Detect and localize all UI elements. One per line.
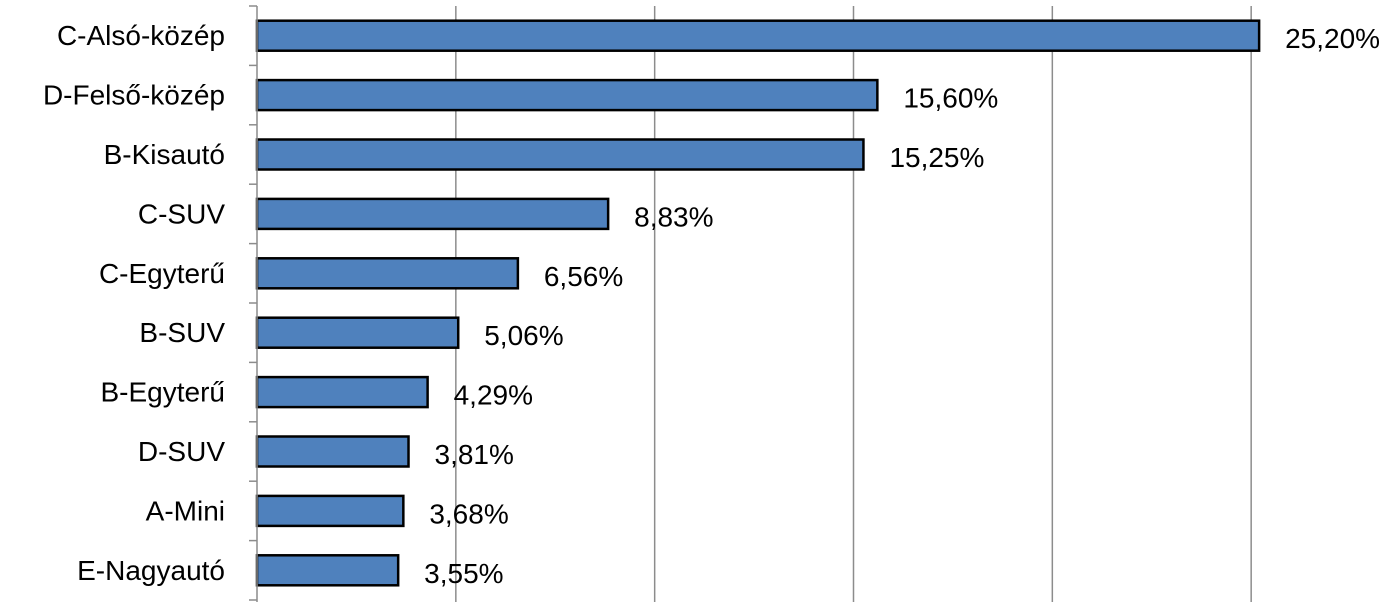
value-label: 6,56%: [544, 261, 623, 292]
bar-9: [255, 554, 400, 587]
category-label: D-SUV: [138, 436, 225, 467]
value-label: 25,20%: [1285, 23, 1380, 54]
value-labels: 25,20% 15,60% 15,25% 8,83% 6,56% 5,06% 4,29% 3,…: [424, 23, 1380, 589]
category-label: A-Mini: [146, 495, 225, 526]
value-label: 4,29%: [454, 380, 533, 411]
value-label: 3,55%: [424, 558, 503, 589]
value-label: 3,81%: [435, 439, 514, 470]
category-label: C-Egyterű: [99, 258, 225, 289]
value-label: 3,68%: [429, 498, 508, 529]
category-label: E-Nagyautó: [77, 555, 225, 586]
value-label: 15,25%: [889, 142, 984, 173]
bar-8: [255, 494, 405, 528]
bar-3: [255, 197, 610, 231]
bar-4: [255, 257, 520, 290]
value-label: 15,60%: [903, 83, 998, 114]
value-label: 5,06%: [484, 320, 563, 351]
bar-6: [255, 375, 429, 409]
bar-0: [255, 19, 1261, 52]
category-label: B-Kisautó: [104, 139, 225, 170]
category-label: D-Felső-közép: [43, 80, 225, 111]
bars: [255, 19, 1261, 587]
bar-1: [255, 78, 879, 112]
category-label: C-Alsó-közép: [57, 20, 225, 51]
category-label: B-Egyterű: [101, 377, 226, 408]
category-labels: C-Alsó-közép D-Felső-közép B-Kisautó C-SUV C…: [43, 20, 225, 586]
bar-5: [255, 316, 460, 349]
bar-7: [255, 435, 410, 468]
category-label: B-SUV: [139, 317, 225, 348]
value-label: 8,83%: [634, 201, 713, 232]
bar-2: [255, 138, 865, 171]
category-label: C-SUV: [138, 198, 225, 229]
